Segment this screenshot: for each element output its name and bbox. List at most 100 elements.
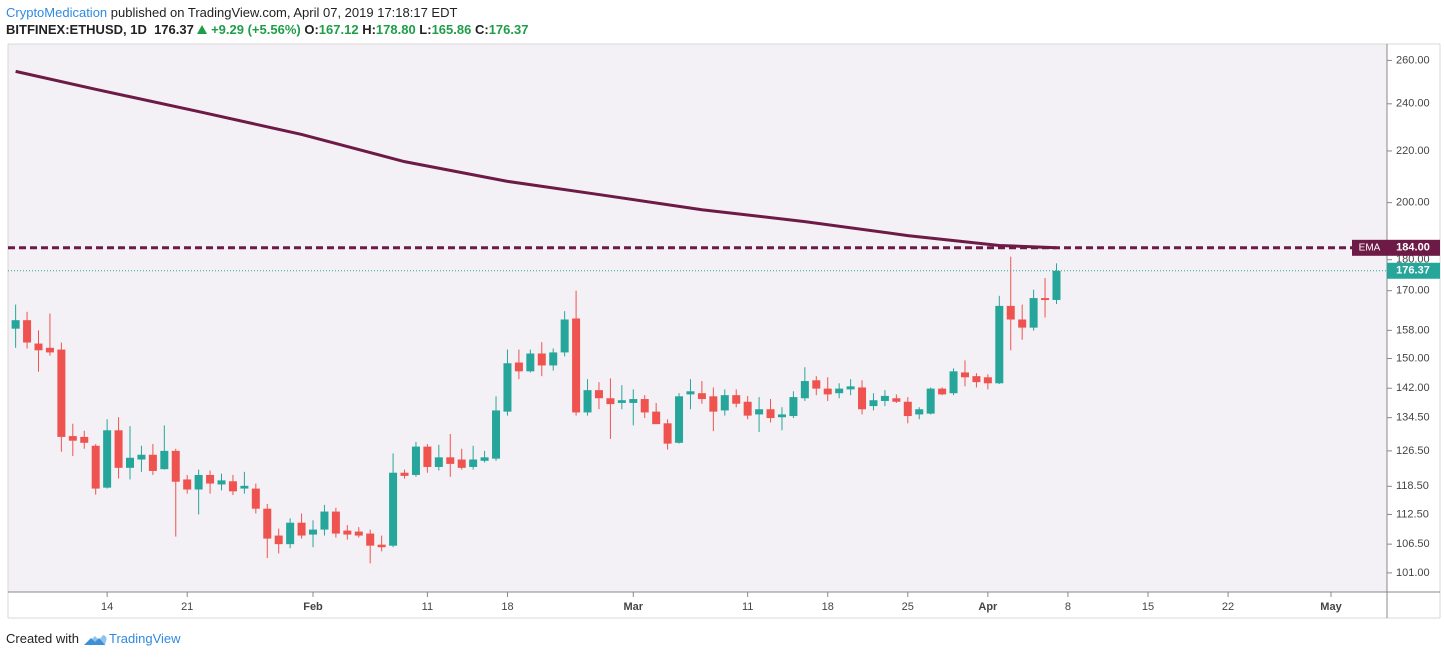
candle-body (91, 445, 100, 489)
candle-body (194, 474, 203, 490)
candle-body (606, 398, 615, 405)
candle-body (629, 399, 638, 403)
last-price-tag (1387, 262, 1440, 279)
ema-line (15, 69, 1057, 250)
ohlc-value: 167.12 (318, 22, 359, 37)
candle-body (1052, 270, 1061, 300)
candle-body (663, 423, 672, 444)
last-price-label: 176.37 (1396, 265, 1430, 277)
candle-body (251, 488, 260, 509)
ema-tag-name: EMA (1359, 242, 1381, 253)
candle-body (80, 436, 89, 443)
candle-body (457, 459, 466, 468)
candle-body (892, 398, 901, 402)
candle-body (206, 474, 215, 484)
logo (83, 634, 107, 645)
x-tick-label: 15 (1142, 601, 1154, 613)
candle-body (915, 409, 924, 415)
ema-tag (1352, 239, 1387, 256)
y-tick-label: 170.00 (1396, 285, 1430, 297)
candle-body (903, 401, 912, 417)
candle-body (57, 349, 66, 437)
author[interactable]: CryptoMedication (6, 5, 108, 20)
candle-body (972, 376, 981, 383)
candle-body (983, 377, 992, 384)
candle-body (652, 411, 661, 425)
created-with: Created with (6, 631, 79, 646)
candle-body (228, 481, 237, 492)
candle-body (171, 450, 180, 482)
candle-body (411, 446, 420, 475)
footer: Created with TradingView (6, 631, 181, 646)
y-tick-label: 150.00 (1396, 352, 1430, 364)
ohlc-label: H: (362, 22, 376, 37)
candle-body (846, 386, 855, 390)
candle-body (583, 390, 592, 413)
candle-body (697, 393, 706, 400)
candle-body (34, 343, 43, 351)
candle-body (777, 414, 786, 418)
candle-body (389, 472, 398, 546)
candle-body (137, 454, 146, 460)
header: CryptoMedication published on TradingVie… (6, 4, 528, 38)
candle-body (503, 363, 512, 412)
candle-body (377, 544, 386, 548)
candle-body (514, 362, 523, 372)
candle-body (789, 397, 798, 417)
ohlc-label: L: (419, 22, 432, 37)
x-tick-label: 18 (501, 601, 513, 613)
candle-body (549, 352, 558, 366)
candle-body (880, 395, 889, 401)
candle-body (869, 400, 878, 407)
candle-body (709, 396, 718, 412)
candle-body (743, 401, 752, 416)
candle-body (286, 522, 295, 545)
brand[interactable]: TradingView (108, 631, 181, 646)
y-tick-label: 180.00 (1396, 254, 1430, 266)
ohlc-value: 178.80 (375, 22, 416, 37)
change: +9.29 (+5.56%) (211, 22, 301, 37)
candle-body (354, 531, 363, 536)
candle-body (68, 436, 77, 441)
candle-body (343, 530, 352, 535)
candle-body (320, 511, 329, 530)
candle-body (309, 529, 318, 535)
candle-body (640, 399, 649, 413)
ohlc-value: 176.37 (488, 22, 529, 37)
price-axis-background (1387, 44, 1440, 592)
price: 176.37 (154, 22, 194, 37)
candle-body (537, 353, 546, 366)
candle-body (675, 396, 684, 443)
candle-body (148, 454, 157, 471)
candle-body (240, 485, 249, 489)
candle-body (469, 459, 478, 467)
candle-body (263, 508, 272, 539)
x-tick-label: May (1320, 601, 1342, 613)
candle-body (160, 450, 169, 470)
ema-value-tag (1387, 239, 1440, 256)
ohlc-label: O: (304, 22, 319, 37)
ema-value-label: 184.00 (1396, 242, 1430, 254)
candle-body (823, 388, 832, 395)
y-tick-label: 106.50 (1396, 538, 1430, 550)
candle-body (1029, 298, 1038, 328)
candle-body (835, 388, 844, 394)
y-tick-label: 240.00 (1396, 98, 1430, 110)
x-tick-label: 11 (422, 601, 433, 613)
candle-body (686, 391, 695, 395)
x-tick-label: Apr (978, 601, 998, 613)
candle-body (492, 410, 501, 459)
x-tick-label: Mar (623, 601, 643, 613)
candle-body (331, 511, 340, 534)
candle-body (1006, 305, 1015, 320)
candle-body (766, 409, 775, 419)
candle-body (217, 480, 226, 485)
candle-body (858, 387, 867, 410)
x-tick-label: 8 (1065, 601, 1071, 613)
candle-body (572, 318, 581, 413)
y-tick-label: 158.00 (1396, 324, 1430, 336)
candle-body (938, 388, 947, 395)
y-tick-label: 126.50 (1396, 445, 1430, 457)
y-tick-label: 101.00 (1396, 567, 1430, 579)
x-tick-label: 14 (101, 601, 113, 613)
